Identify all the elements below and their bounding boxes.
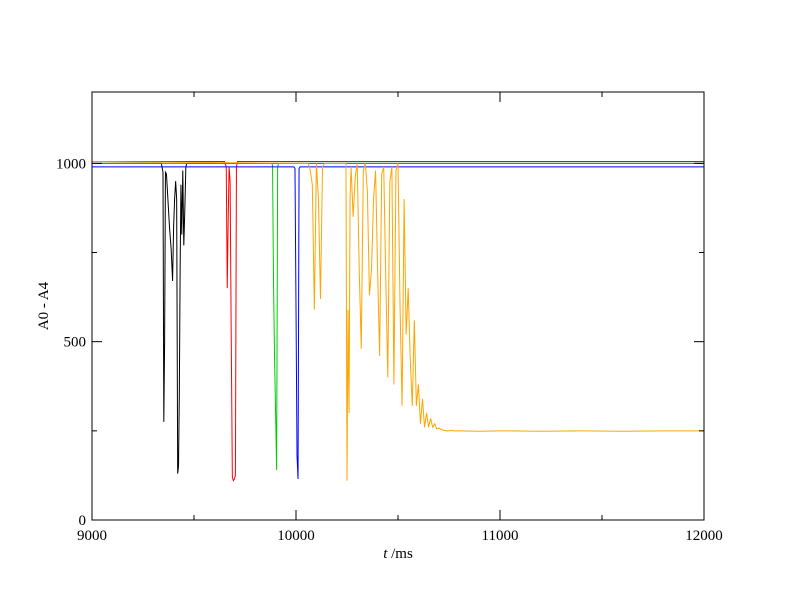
x-axis-label-italic: t (383, 546, 388, 562)
tick-layer: 9000 10000 11000 12000 0 500 1000 (56, 92, 723, 544)
y-axis-label: A0 - A4 (36, 281, 52, 330)
x-axis-label: t /ms (383, 546, 413, 562)
series-line-3 (92, 166, 704, 480)
series-layer (91, 161, 704, 483)
x-tick-label: 12000 (685, 528, 723, 544)
x-tick-label: 11000 (482, 528, 519, 544)
series-line-2 (92, 162, 704, 471)
series-line-4 (91, 161, 704, 481)
x-axis-label-unit: /ms (387, 546, 413, 562)
y-tick-label: 500 (64, 335, 87, 351)
series-line-0 (92, 162, 704, 474)
x-tick-label: 9000 (77, 528, 107, 544)
x-tick-label: 10000 (277, 528, 315, 544)
series-line-1 (92, 161, 704, 483)
y-tick-label: 0 (79, 513, 87, 529)
y-tick-label: 1000 (56, 156, 86, 172)
